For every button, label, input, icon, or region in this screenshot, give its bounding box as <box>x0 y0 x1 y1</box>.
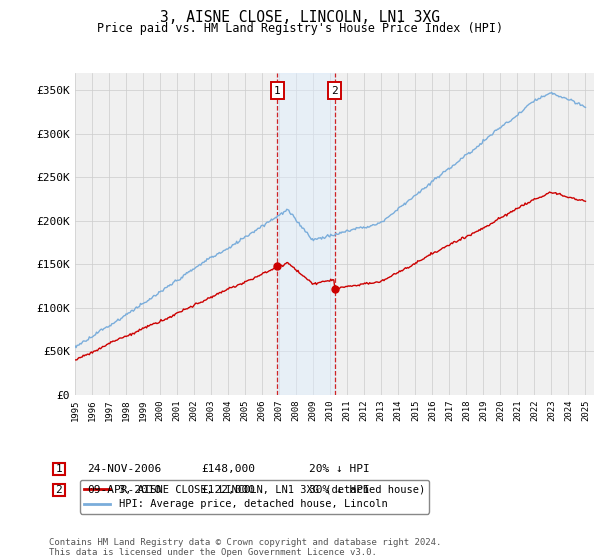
Text: 2: 2 <box>55 485 62 495</box>
Text: 30% ↓ HPI: 30% ↓ HPI <box>309 485 370 495</box>
Text: 2: 2 <box>331 86 338 96</box>
Text: 3, AISNE CLOSE, LINCOLN, LN1 3XG: 3, AISNE CLOSE, LINCOLN, LN1 3XG <box>160 10 440 25</box>
Text: Contains HM Land Registry data © Crown copyright and database right 2024.
This d: Contains HM Land Registry data © Crown c… <box>49 538 442 557</box>
FancyBboxPatch shape <box>53 463 65 474</box>
Text: 09-APR-2010: 09-APR-2010 <box>87 485 161 495</box>
Legend: 3, AISNE CLOSE, LINCOLN, LN1 3XG (detached house), HPI: Average price, detached : 3, AISNE CLOSE, LINCOLN, LN1 3XG (detach… <box>80 480 429 514</box>
Text: 1: 1 <box>55 464 62 474</box>
Bar <box>277 73 335 395</box>
Text: 1: 1 <box>274 86 281 96</box>
Text: £148,000: £148,000 <box>201 464 255 474</box>
Text: Price paid vs. HM Land Registry's House Price Index (HPI): Price paid vs. HM Land Registry's House … <box>97 22 503 35</box>
Text: £122,000: £122,000 <box>201 485 255 495</box>
FancyBboxPatch shape <box>53 484 65 496</box>
Text: 24-NOV-2006: 24-NOV-2006 <box>87 464 161 474</box>
Text: 20% ↓ HPI: 20% ↓ HPI <box>309 464 370 474</box>
